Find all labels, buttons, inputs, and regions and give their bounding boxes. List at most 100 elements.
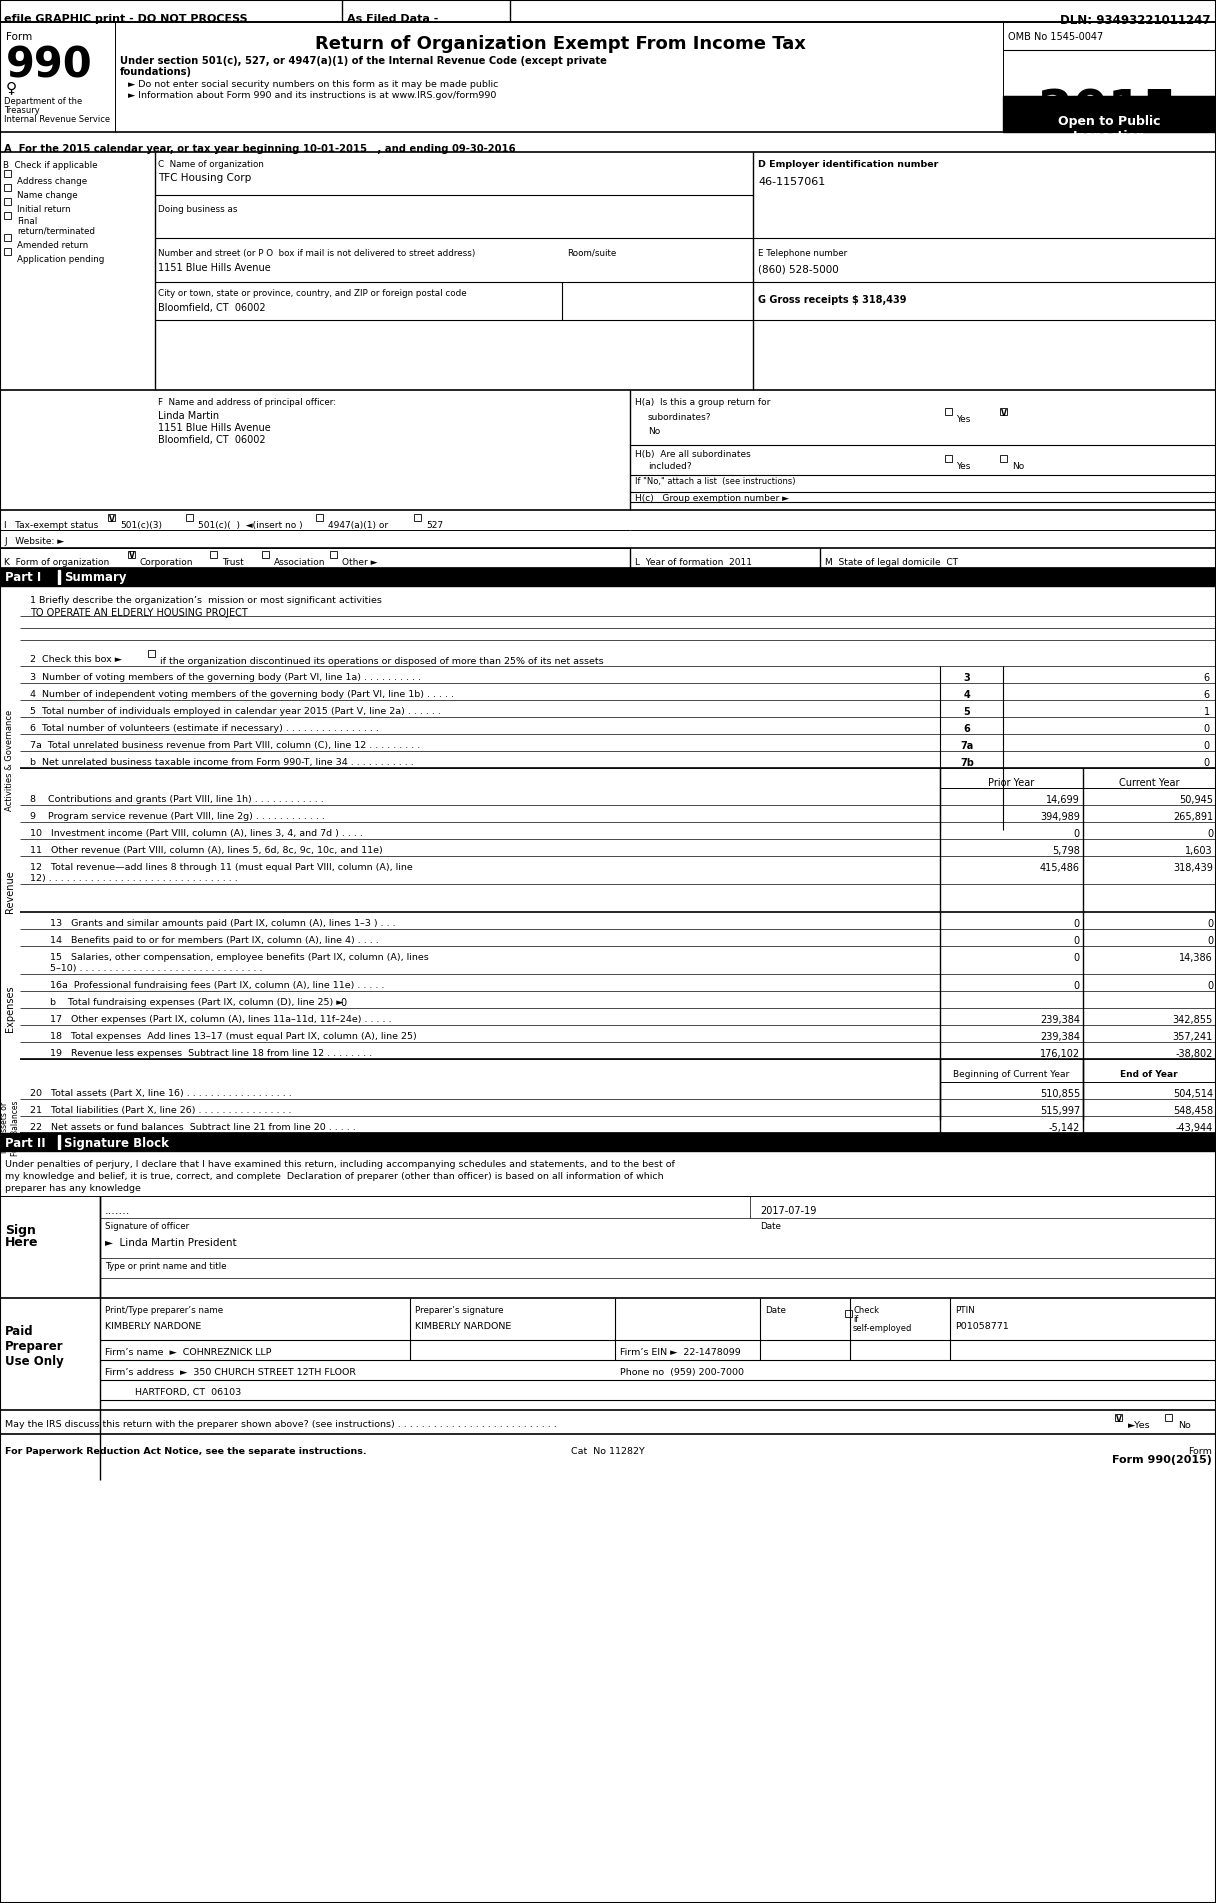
Text: ► Information about Form 990 and its instructions is at www.IRS.gov/form990: ► Information about Form 990 and its ins… — [128, 91, 496, 101]
Bar — [4, 211, 11, 219]
Text: Firm’s address  ►  350 CHURCH STREET 12TH FLOOR: Firm’s address ► 350 CHURCH STREET 12TH … — [105, 1368, 356, 1378]
Bar — [1115, 1414, 1122, 1422]
Bar — [4, 234, 11, 242]
Text: preparer has any knowledge: preparer has any knowledge — [5, 1184, 141, 1193]
Text: Here: Here — [5, 1237, 39, 1248]
Text: No: No — [1012, 462, 1024, 472]
Text: efile GRAPHIC print - DO NOT PROCESS: efile GRAPHIC print - DO NOT PROCESS — [4, 13, 248, 25]
Text: 4947(a)(1) or: 4947(a)(1) or — [328, 521, 388, 531]
Text: 14,699: 14,699 — [1046, 795, 1080, 805]
Text: TFC Housing Corp: TFC Housing Corp — [158, 173, 252, 183]
Text: Firm’s EIN ►  22-1478099: Firm’s EIN ► 22-1478099 — [620, 1347, 741, 1357]
Text: return/terminated: return/terminated — [17, 226, 95, 234]
Text: 19   Revenue less expenses  Subtract line 18 from line 12 . . . . . . . .: 19 Revenue less expenses Subtract line 1… — [50, 1049, 372, 1058]
Text: Type or print name and title: Type or print name and title — [105, 1262, 226, 1271]
Bar — [0, 1132, 1216, 1151]
Text: Form: Form — [1188, 1446, 1212, 1456]
Text: 20   Total assets (Part X, line 16) . . . . . . . . . . . . . . . . . .: 20 Total assets (Part X, line 16) . . . … — [30, 1089, 292, 1098]
Text: J   Website: ►: J Website: ► — [4, 537, 64, 546]
Text: 14   Benefits paid to or for members (Part IX, column (A), line 4) . . . .: 14 Benefits paid to or for members (Part… — [50, 936, 378, 946]
Text: G Gross receipts $ 318,439: G Gross receipts $ 318,439 — [758, 295, 906, 304]
Text: b    Total fundraising expenses (Part IX, column (D), line 25) ►: b Total fundraising expenses (Part IX, c… — [50, 997, 343, 1007]
Text: 18   Total expenses  Add lines 13–17 (must equal Part IX, column (A), line 25): 18 Total expenses Add lines 13–17 (must … — [50, 1031, 417, 1041]
Text: Form: Form — [6, 32, 33, 42]
Text: .......: ....... — [105, 1207, 130, 1216]
Text: if the organization discontinued its operations or disposed of more than 25% of : if the organization discontinued its ope… — [161, 657, 603, 666]
Text: Yes: Yes — [956, 462, 970, 472]
Bar — [1003, 95, 1216, 131]
Text: Form 990(2015): Form 990(2015) — [1113, 1456, 1212, 1465]
Text: No: No — [1178, 1422, 1190, 1429]
Text: Part II: Part II — [5, 1136, 46, 1149]
Text: (860) 528-5000: (860) 528-5000 — [758, 265, 839, 276]
Text: ►  Linda Martin President: ► Linda Martin President — [105, 1239, 237, 1248]
Text: my knowledge and belief, it is true, correct, and complete  Declaration of prepa: my knowledge and belief, it is true, cor… — [5, 1172, 664, 1182]
Text: 0: 0 — [1206, 982, 1214, 991]
Text: ♀: ♀ — [6, 80, 17, 95]
Text: Preparer: Preparer — [5, 1340, 63, 1353]
Text: Current Year: Current Year — [1119, 778, 1180, 788]
Text: 0: 0 — [1074, 936, 1080, 946]
Text: 22   Net assets or fund balances  Subtract line 21 from line 20 . . . . .: 22 Net assets or fund balances Subtract … — [30, 1123, 356, 1132]
Text: Initial return: Initial return — [17, 206, 71, 213]
Text: 239,384: 239,384 — [1040, 1031, 1080, 1043]
Text: Beginning of Current Year: Beginning of Current Year — [953, 1069, 1069, 1079]
Text: Address change: Address change — [17, 177, 88, 186]
Text: 4: 4 — [963, 691, 970, 700]
Text: 1151 Blue Hills Avenue: 1151 Blue Hills Avenue — [158, 422, 271, 434]
Text: Amended return: Amended return — [17, 242, 89, 249]
Text: Yes: Yes — [956, 415, 970, 424]
Text: May the IRS discuss this return with the preparer shown above? (see instructions: May the IRS discuss this return with the… — [5, 1420, 557, 1429]
Text: 0: 0 — [1074, 830, 1080, 839]
Text: C  Name of organization: C Name of organization — [158, 160, 264, 169]
Text: V: V — [1001, 409, 1007, 417]
Text: Revenue: Revenue — [5, 870, 15, 913]
Text: 46-1157061: 46-1157061 — [758, 177, 826, 186]
Text: -43,944: -43,944 — [1176, 1123, 1214, 1132]
Text: 318,439: 318,439 — [1173, 862, 1214, 873]
Bar — [58, 571, 60, 584]
Bar — [945, 407, 952, 415]
Text: A  For the 2015 calendar year, or tax year beginning 10-01-2015   , and ending 0: A For the 2015 calendar year, or tax yea… — [4, 145, 516, 154]
Text: 415,486: 415,486 — [1040, 862, 1080, 873]
Text: 2017-07-19: 2017-07-19 — [760, 1207, 816, 1216]
Text: 0: 0 — [1074, 919, 1080, 929]
Text: 13   Grants and similar amounts paid (Part IX, column (A), lines 1–3 ) . . .: 13 Grants and similar amounts paid (Part… — [50, 919, 395, 929]
Text: 15   Salaries, other compensation, employee benefits (Part IX, column (A), lines: 15 Salaries, other compensation, employe… — [50, 953, 429, 963]
Bar — [1165, 1414, 1172, 1422]
Text: DLN: 93493221011247: DLN: 93493221011247 — [1059, 13, 1210, 27]
Text: M  State of legal domicile  CT: M State of legal domicile CT — [824, 558, 958, 567]
Text: 5,798: 5,798 — [1052, 847, 1080, 856]
Text: 4  Number of independent voting members of the governing body (Part VI, line 1b): 4 Number of independent voting members o… — [30, 691, 454, 698]
Text: Prior Year: Prior Year — [987, 778, 1034, 788]
Text: Check: Check — [852, 1305, 879, 1315]
Text: Corporation: Corporation — [140, 558, 193, 567]
Text: 515,997: 515,997 — [1040, 1106, 1080, 1115]
Text: 0: 0 — [340, 997, 347, 1009]
Text: Activities & Governance: Activities & Governance — [6, 710, 15, 811]
Text: 394,989: 394,989 — [1040, 813, 1080, 822]
Text: 3  Number of voting members of the governing body (Part VI, line 1a) . . . . . .: 3 Number of voting members of the govern… — [30, 674, 421, 681]
Text: KIMBERLY NARDONE: KIMBERLY NARDONE — [105, 1323, 202, 1330]
Text: 0: 0 — [1074, 953, 1080, 963]
Text: 501(c)(  )  ◄(insert no ): 501(c)( ) ◄(insert no ) — [198, 521, 303, 531]
Text: Application pending: Application pending — [17, 255, 105, 265]
Bar — [413, 514, 421, 521]
Text: Sign: Sign — [5, 1224, 36, 1237]
Text: 504,514: 504,514 — [1173, 1089, 1214, 1100]
Text: Open to Public
Inspection: Open to Public Inspection — [1058, 114, 1160, 143]
Bar — [4, 198, 11, 206]
Text: 1 Briefly describe the organization’s  mission or most significant activities: 1 Briefly describe the organization’s mi… — [30, 596, 382, 605]
Bar — [148, 651, 154, 657]
Bar — [210, 552, 216, 558]
Text: 10   Investment income (Part VIII, column (A), lines 3, 4, and 7d ) . . . .: 10 Investment income (Part VIII, column … — [30, 830, 362, 837]
Text: Association: Association — [274, 558, 326, 567]
Text: V: V — [129, 552, 135, 561]
Text: Under penalties of perjury, I declare that I have examined this return, includin: Under penalties of perjury, I declare th… — [5, 1161, 675, 1168]
Text: 11   Other revenue (Part VIII, column (A), lines 5, 6d, 8c, 9c, 10c, and 11e): 11 Other revenue (Part VIII, column (A),… — [30, 847, 383, 854]
Text: Number and street (or P O  box if mail is not delivered to street address): Number and street (or P O box if mail is… — [158, 249, 475, 259]
Text: 3: 3 — [963, 674, 970, 683]
Text: Bloomfield, CT  06002: Bloomfield, CT 06002 — [158, 303, 265, 312]
Text: 990: 990 — [6, 44, 92, 86]
Text: I   Tax-exempt status: I Tax-exempt status — [4, 521, 98, 531]
